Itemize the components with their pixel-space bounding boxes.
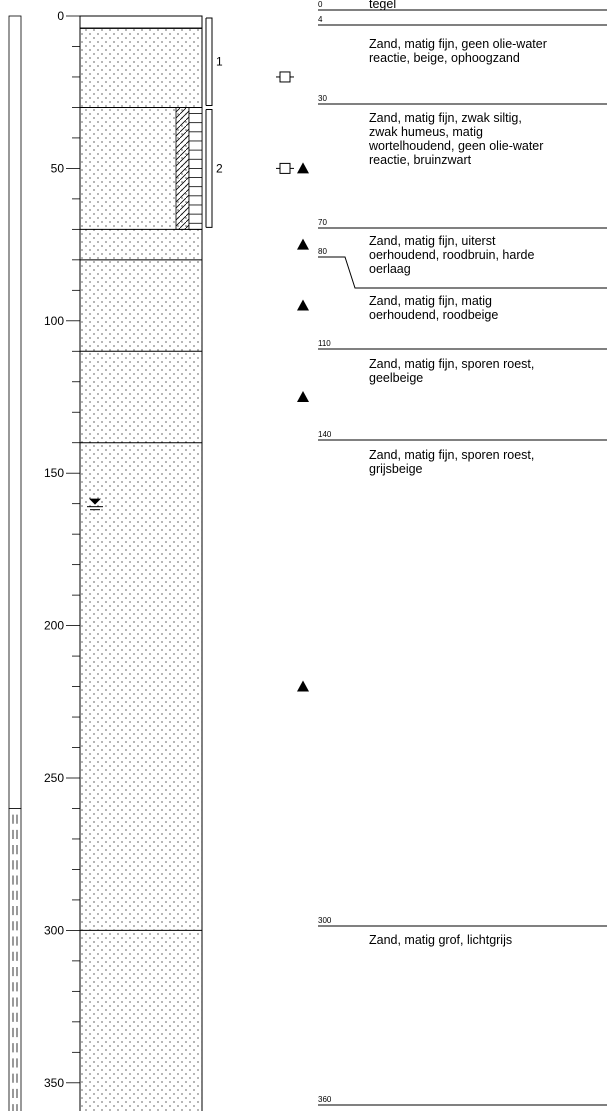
layer-description: Zand, matig fijn, uiterst oerhoudend, ro…	[369, 234, 535, 276]
depth-label: 70	[318, 218, 327, 227]
triangle-marker-icon	[297, 680, 309, 692]
triangle-marker-icon	[297, 299, 309, 311]
triangle-marker-icon	[297, 238, 309, 250]
depth-label: 300	[318, 916, 332, 925]
depth-label: 4	[318, 15, 323, 24]
layer-description: Zand, matig fijn, matig oerhoudend, rood…	[369, 294, 499, 322]
layer-description: Zand, matig fijn, sporen roest, grijsbei…	[369, 448, 535, 476]
axis-tick-label: 50	[51, 161, 65, 175]
axis-tick-label: 0	[57, 9, 64, 23]
groundwater-icon	[89, 498, 101, 505]
casing-blank	[8, 15, 22, 809]
mixed-sample-icon	[279, 71, 291, 83]
depth-axis: 0 50 100 150 200 250 300 350	[44, 9, 81, 1111]
triangle-marker-icon	[297, 391, 309, 402]
axis-tick-label: 200	[44, 619, 64, 633]
triangle-marker-icon	[297, 162, 309, 174]
lithology-column	[79, 15, 203, 1111]
depth-label: 110	[318, 339, 331, 348]
depth-label: 360	[318, 1095, 332, 1104]
depth-label: 30	[318, 94, 327, 103]
axis-tick-label: 350	[44, 1076, 64, 1090]
depth-label: 80	[318, 247, 327, 256]
sample-bracket	[206, 108, 213, 228]
depth-label: 0	[318, 0, 323, 9]
layer-description: Zand, matig fijn, zwak siltig, zwak hume…	[369, 111, 544, 167]
sample-intervals: 12	[205, 17, 223, 228]
layer-description: Zand, matig grof, lichtgrijs	[369, 933, 513, 947]
sample-markers	[276, 71, 309, 692]
boundary-line-oblique	[318, 256, 607, 289]
axis-tick-label: 150	[44, 466, 64, 480]
sample-bracket	[206, 17, 213, 106]
axis-tick-label: 300	[44, 923, 64, 937]
casing-filter	[8, 808, 22, 1111]
layer-description: tegel	[369, 0, 397, 11]
well-casing	[8, 15, 22, 1111]
layer-description: Zand, matig fijn, geen olie-water reacti…	[369, 37, 547, 65]
layer-boundary-lines	[318, 9, 607, 1106]
layer-tegel	[79, 15, 203, 29]
mixed-sample-icon	[279, 162, 291, 174]
axis-tick-label: 250	[44, 771, 64, 785]
layer-description: Zand, matig fijn, sporen roest, geelbeig…	[369, 357, 535, 385]
humus-hatch	[175, 107, 190, 230]
depth-label: 140	[318, 430, 332, 439]
sample-id: 2	[216, 161, 223, 175]
sample-id: 1	[216, 55, 223, 69]
axis-tick-label: 100	[44, 314, 64, 328]
